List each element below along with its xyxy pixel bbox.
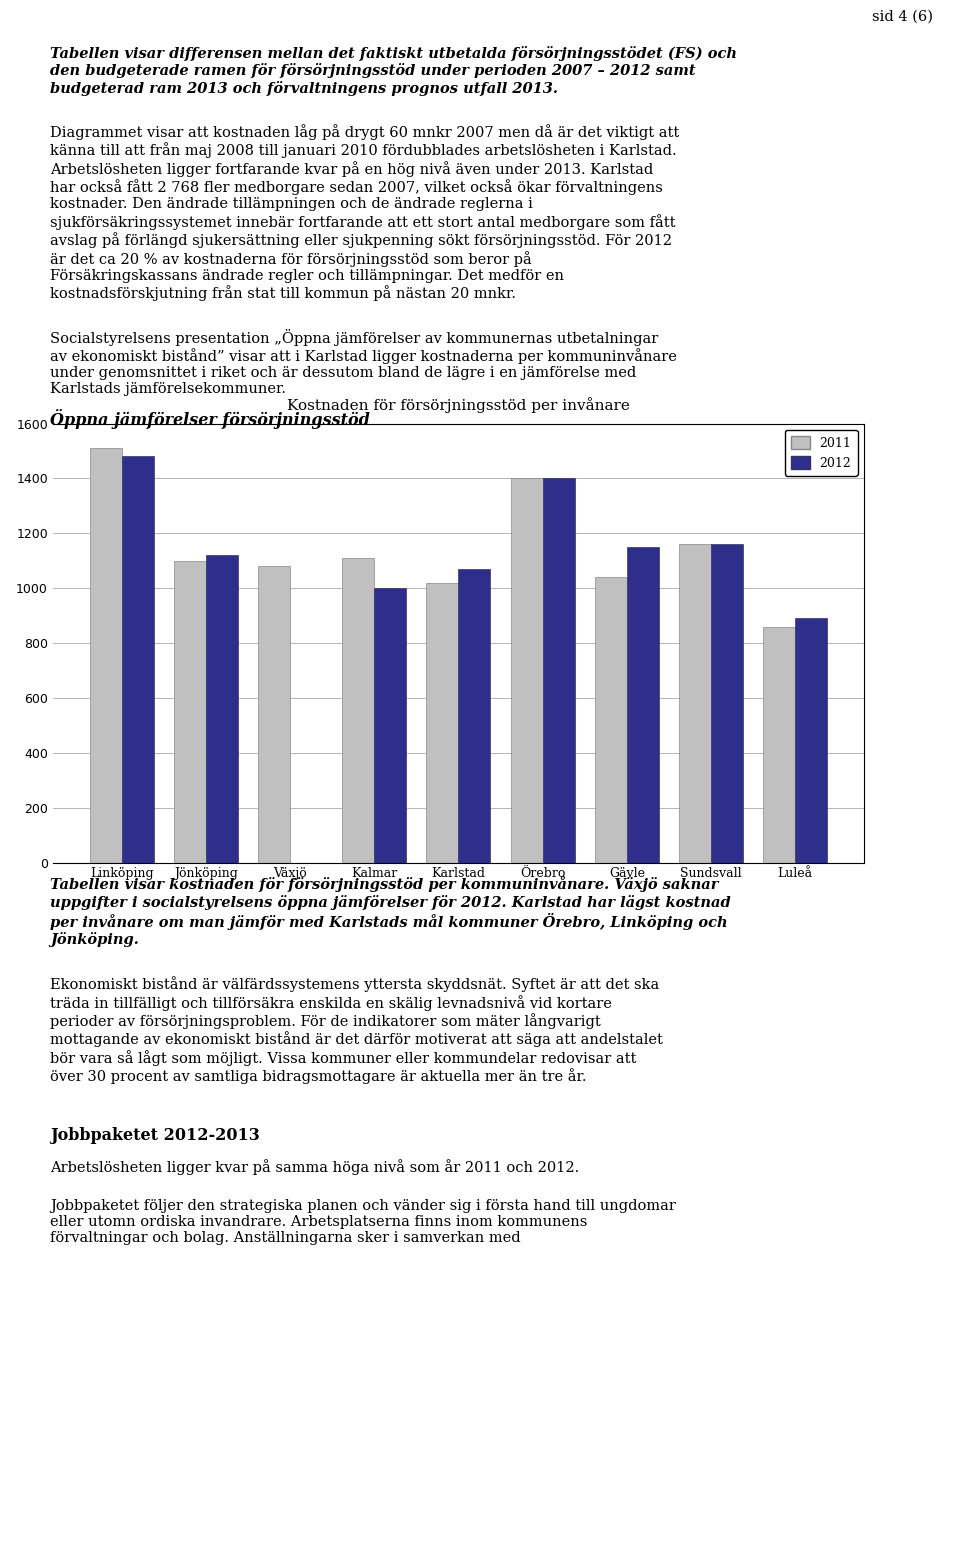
Bar <box>459 568 491 863</box>
Text: Jobbpaketet 2012-2013: Jobbpaketet 2012-2013 <box>50 1127 259 1144</box>
Bar <box>205 556 238 863</box>
Bar <box>174 561 205 863</box>
Bar <box>374 589 406 863</box>
Text: sid 4 (6): sid 4 (6) <box>872 11 933 23</box>
Bar <box>511 478 542 863</box>
Text: Arbetslösheten ligger kvar på samma höga nivå som år 2011 och 2012.: Arbetslösheten ligger kvar på samma höga… <box>50 1158 579 1176</box>
Text: Socialstyrelsens presentation „Öppna jämförelser av kommunernas utbetalningar
av: Socialstyrelsens presentation „Öppna jäm… <box>50 329 677 397</box>
Text: Öppna jämförelser försörjningsstöd: Öppna jämförelser försörjningsstöd <box>50 408 370 428</box>
Bar <box>426 582 459 863</box>
Text: Tabellen visar differensen mellan det faktiskt utbetalda försörjningsstödet (FS): Tabellen visar differensen mellan det fa… <box>50 45 737 95</box>
Text: Ekonomiskt bistånd är välfärdssystemens yttersta skyddsnät. Syftet är att det sk: Ekonomiskt bistånd är välfärdssystemens … <box>50 976 662 1084</box>
Bar <box>595 578 627 863</box>
Bar <box>542 478 575 863</box>
Bar <box>342 557 374 863</box>
Text: Tabellen visar kostnaden för försörjningsstöd per kommuninvånare. Växjö saknar
u: Tabellen visar kostnaden för försörjning… <box>50 877 731 947</box>
Bar <box>258 567 290 863</box>
Text: Diagrammet visar att kostnaden låg på drygt 60 mnkr 2007 men då är det viktigt a: Diagrammet visar att kostnaden låg på dr… <box>50 125 679 301</box>
Title: Kostnaden för försörjningsstöd per invånare: Kostnaden för försörjningsstöd per invån… <box>287 397 630 413</box>
Bar <box>122 456 154 863</box>
Bar <box>89 448 122 863</box>
Bar <box>763 626 795 863</box>
Bar <box>711 545 743 863</box>
Legend: 2011, 2012: 2011, 2012 <box>784 430 857 476</box>
Bar <box>679 545 711 863</box>
Bar <box>795 618 828 863</box>
Bar <box>627 547 659 863</box>
Text: Jobbpaketet följer den strategiska planen och vänder sig i första hand till ungd: Jobbpaketet följer den strategiska plane… <box>50 1199 676 1246</box>
